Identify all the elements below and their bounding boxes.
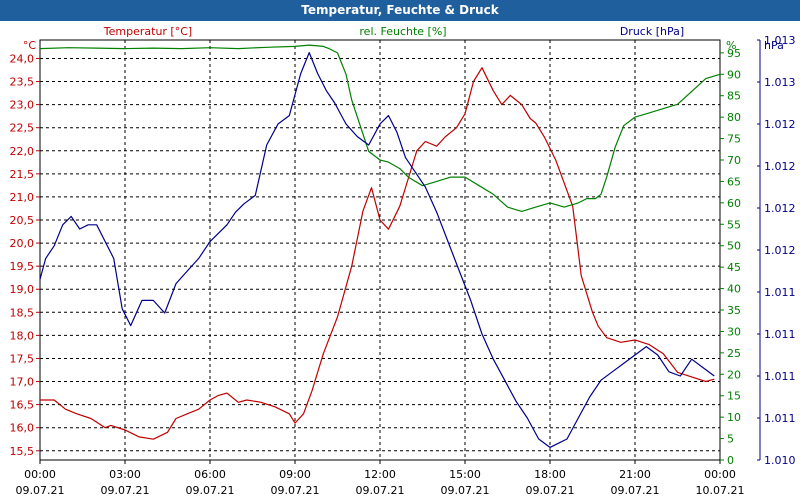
temperature-tick-label: 15,5 bbox=[10, 445, 35, 458]
x-tick-date: 09.07.21 bbox=[526, 484, 575, 497]
pressure-tick-label: 1.013 bbox=[764, 76, 796, 89]
pressure-line bbox=[39, 51, 715, 448]
pressure-tick-label: 1.012 bbox=[764, 244, 796, 257]
x-tick-time: 15:00 bbox=[449, 468, 481, 481]
humidity-tick-label: 55 bbox=[727, 218, 741, 231]
humidity-legend: rel. Feuchte [%] bbox=[359, 25, 446, 38]
x-tick-date: 10.07.21 bbox=[696, 484, 745, 497]
temperature-tick-label: 18,0 bbox=[10, 329, 35, 342]
temperature-tick-label: 18,5 bbox=[10, 306, 35, 319]
pressure-tick-label: 1.011 bbox=[764, 412, 796, 425]
humidity-line bbox=[39, 44, 721, 212]
axes: 00:00 09.07.21 03:00 09.07.21 06:00 09.07.21 0… bbox=[10, 34, 796, 497]
grid bbox=[40, 40, 720, 460]
x-tick-date: 09.07.21 bbox=[186, 484, 235, 497]
x-tick-time: 00:00 bbox=[24, 468, 56, 481]
temperature-tick-label: 23,0 bbox=[10, 99, 35, 112]
window-title: Temperatur, Feuchte & Druck bbox=[0, 0, 800, 21]
x-tick-date: 09.07.21 bbox=[101, 484, 150, 497]
humidity-tick-label: 65 bbox=[727, 175, 741, 188]
pressure-tick-label: 1.012 bbox=[764, 202, 796, 215]
humidity-tick-label: 40 bbox=[727, 283, 741, 296]
x-tick-date: 09.07.21 bbox=[356, 484, 405, 497]
pressure-legend: Druck [hPa] bbox=[620, 25, 684, 38]
temperature-tick-label: 24,0 bbox=[10, 52, 35, 65]
humidity-tick-label: 70 bbox=[727, 154, 741, 167]
temperature-tick-label: 17,0 bbox=[10, 376, 35, 389]
humidity-tick-label: 5 bbox=[727, 433, 734, 446]
temperature-tick-label: 22,0 bbox=[10, 145, 35, 158]
humidity-tick-label: 10 bbox=[727, 411, 741, 424]
x-tick-time: 09:00 bbox=[279, 468, 311, 481]
x-tick-time: 21:00 bbox=[619, 468, 651, 481]
humidity-tick-label: 85 bbox=[727, 90, 741, 103]
temperature-tick-label: 21,5 bbox=[10, 168, 35, 181]
pressure-unit: hPa bbox=[764, 39, 784, 52]
pressure-tick-label: 1.010 bbox=[764, 454, 796, 467]
temperature-tick-label: 17,5 bbox=[10, 352, 35, 365]
x-tick-time: 00:00 bbox=[704, 468, 736, 481]
humidity-tick-label: 35 bbox=[727, 304, 741, 317]
humidity-tick-label: 60 bbox=[727, 197, 741, 210]
humidity-tick-label: 45 bbox=[727, 261, 741, 274]
temperature-legend: Temperatur [°C] bbox=[103, 25, 192, 38]
temperature-tick-label: 16,5 bbox=[10, 399, 35, 412]
humidity-tick-label: 80 bbox=[727, 111, 741, 124]
x-tick-date: 09.07.21 bbox=[16, 484, 65, 497]
pressure-tick-label: 1.011 bbox=[764, 370, 796, 383]
x-tick-date: 09.07.21 bbox=[441, 484, 490, 497]
pressure-tick-label: 1.011 bbox=[764, 328, 796, 341]
temperature-tick-label: 19,0 bbox=[10, 283, 35, 296]
temperature-line bbox=[40, 67, 715, 440]
pressure-tick-label: 1.012 bbox=[764, 160, 796, 173]
temperature-tick-label: 23,5 bbox=[10, 76, 35, 89]
x-tick-time: 18:00 bbox=[534, 468, 566, 481]
temperature-tick-label: 20,5 bbox=[10, 214, 35, 227]
x-tick-date: 09.07.21 bbox=[611, 484, 660, 497]
pressure-tick-label: 1.011 bbox=[764, 286, 796, 299]
humidity-tick-label: 30 bbox=[727, 325, 741, 338]
pressure-tick-label: 1.012 bbox=[764, 118, 796, 131]
temperature-unit: °C bbox=[23, 39, 37, 52]
pressure-tick-label: 1.013 bbox=[764, 34, 796, 47]
humidity-tick-label: 25 bbox=[727, 347, 741, 360]
temperature-tick-label: 16,0 bbox=[10, 422, 35, 435]
series-lines bbox=[39, 44, 721, 448]
humidity-tick-label: 90 bbox=[727, 68, 741, 81]
humidity-tick-label: 95 bbox=[727, 47, 741, 60]
temperature-tick-label: 20,0 bbox=[10, 237, 35, 250]
humidity-unit: % bbox=[726, 39, 736, 52]
x-tick-time: 03:00 bbox=[109, 468, 141, 481]
humidity-tick-label: 75 bbox=[727, 133, 741, 146]
humidity-tick-label: 50 bbox=[727, 240, 741, 253]
humidity-tick-label: 0 bbox=[727, 454, 734, 467]
x-tick-time: 06:00 bbox=[194, 468, 226, 481]
temperature-tick-label: 19,5 bbox=[10, 260, 35, 273]
humidity-tick-label: 15 bbox=[727, 390, 741, 403]
temperature-tick-label: 21,0 bbox=[10, 191, 35, 204]
x-tick-date: 09.07.21 bbox=[271, 484, 320, 497]
humidity-tick-label: 20 bbox=[727, 368, 741, 381]
x-tick-time: 12:00 bbox=[364, 468, 396, 481]
temperature-tick-label: 22,5 bbox=[10, 122, 35, 135]
